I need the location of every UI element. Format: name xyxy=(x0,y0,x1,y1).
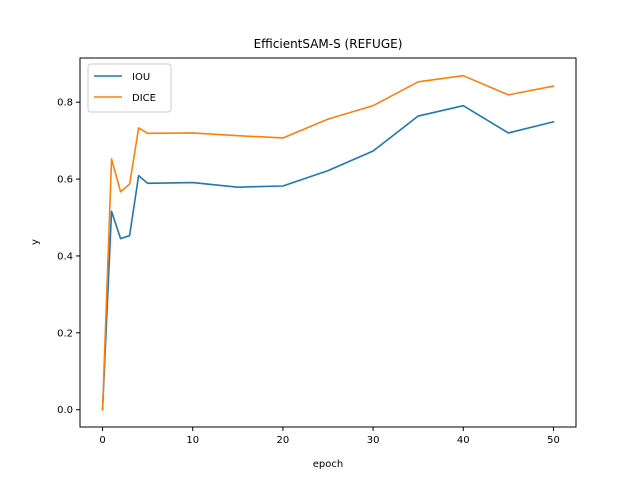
y-tick-label: 0.4 xyxy=(57,251,73,262)
y-axis: 0.0 0.2 0.4 0.6 0.8 xyxy=(57,98,80,416)
x-tick-label: 30 xyxy=(367,435,380,446)
legend-label-dice: DICE xyxy=(132,93,156,104)
series-line-iou xyxy=(101,104,555,411)
chart-title: EfficientSAM-S (REFUGE) xyxy=(254,37,403,51)
legend-box xyxy=(87,63,172,113)
legend: IOU DICE xyxy=(87,63,172,113)
y-tick-label: 0.2 xyxy=(57,328,73,339)
y-axis-label: y xyxy=(30,239,41,245)
x-tick-label: 50 xyxy=(547,435,560,446)
x-axis: 0 10 20 30 40 50 xyxy=(99,427,560,446)
plot-area xyxy=(101,74,555,411)
x-tick-label: 10 xyxy=(186,435,199,446)
legend-label-iou: IOU xyxy=(132,72,150,83)
axes-frame xyxy=(79,57,577,428)
y-tick-label: 0.8 xyxy=(57,98,73,109)
x-tick-label: 20 xyxy=(277,435,290,446)
y-tick-label: 0.6 xyxy=(57,175,73,186)
y-tick-label: 0.0 xyxy=(57,405,73,416)
x-tick-label: 40 xyxy=(457,435,470,446)
x-axis-label: epoch xyxy=(313,459,343,470)
series-line-dice xyxy=(101,74,555,411)
x-tick-label: 0 xyxy=(99,435,105,446)
